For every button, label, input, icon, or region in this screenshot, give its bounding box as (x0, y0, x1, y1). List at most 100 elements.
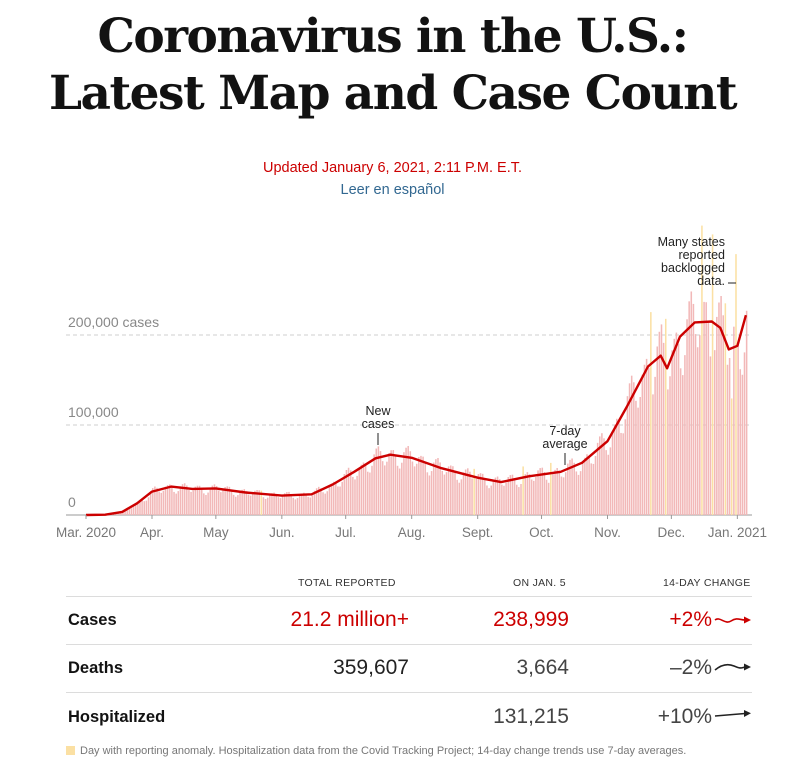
daily-case-bar (603, 438, 605, 515)
daily-case-bar (203, 493, 205, 515)
daily-case-bar (652, 394, 654, 515)
daily-case-bar (164, 486, 167, 515)
daily-case-bar (415, 463, 418, 515)
daily-case-bar (381, 461, 384, 515)
daily-case-bar (422, 456, 424, 515)
daily-case-bar (320, 488, 322, 515)
daily-case-bar (128, 508, 131, 515)
daily-case-bar (230, 489, 233, 515)
daily-case-bar (530, 479, 533, 515)
daily-case-bar (745, 310, 748, 515)
daily-case-bar (481, 473, 484, 515)
daily-case-bar (379, 451, 382, 515)
annotation-label: 7-day (549, 424, 581, 438)
daily-case-bar (605, 450, 607, 515)
daily-case-bar (447, 466, 450, 515)
daily-case-bar (469, 471, 471, 515)
daily-case-bar (471, 478, 473, 515)
page-title: Coronavirus in the U.S.: Latest Map and … (0, 8, 785, 122)
daily-case-bar (269, 494, 271, 515)
daily-case-bar (403, 452, 405, 515)
daily-case-bar (296, 498, 299, 515)
daily-case-bar (405, 447, 407, 515)
daily-case-bar (439, 462, 441, 515)
row-divider (66, 644, 752, 645)
daily-case-bar (266, 497, 269, 515)
daily-case-bar (741, 374, 744, 515)
daily-case-bar (396, 465, 399, 515)
daily-case-bar (356, 475, 358, 515)
daily-case-bar (217, 490, 220, 515)
daily-case-bar (249, 495, 252, 515)
daily-case-bar (207, 492, 209, 515)
daily-case-bar (479, 473, 482, 515)
daily-case-bar (696, 347, 699, 515)
row-divider (66, 596, 752, 597)
daily-case-bar (515, 484, 518, 515)
daily-case-bar (205, 494, 207, 515)
daily-case-bar (699, 335, 701, 515)
daily-case-bar (524, 474, 527, 515)
daily-case-bar (522, 466, 524, 515)
daily-case-bar (309, 497, 312, 515)
daily-case-bar (294, 499, 297, 515)
row-divider (66, 692, 752, 693)
daily-case-bar (192, 490, 194, 515)
daily-case-bar (622, 433, 624, 515)
y-tick-label: 0 (68, 494, 76, 510)
daily-case-bar (237, 495, 239, 515)
annotation-label: data. (697, 274, 725, 288)
daily-case-bar (298, 494, 301, 515)
daily-case-bar (443, 474, 446, 515)
footnote: Day with reporting anomaly. Hospitalizat… (66, 745, 686, 757)
y-tick-label: 200,000 cases (68, 314, 159, 330)
daily-case-bar (175, 493, 177, 515)
daily-case-bar (430, 471, 433, 515)
daily-case-bar (739, 369, 742, 515)
daily-case-bar (132, 506, 135, 515)
daily-case-bar (684, 355, 686, 515)
daily-case-bar (401, 462, 403, 515)
daily-case-bar (349, 470, 352, 515)
daily-case-bar (579, 471, 582, 515)
daily-case-bar (454, 471, 456, 515)
daily-case-bar (271, 493, 273, 515)
daily-case-bar (624, 419, 627, 515)
daily-case-bar (571, 458, 573, 515)
daily-case-bar (462, 472, 465, 515)
daily-case-bar (169, 484, 171, 515)
daily-case-bar (562, 477, 565, 515)
daily-case-bar (137, 502, 139, 515)
daily-case-bar (503, 485, 505, 515)
y-tick-label: 100,000 (68, 404, 119, 420)
daily-case-bar (588, 456, 590, 515)
daily-case-bar (477, 474, 480, 515)
daily-case-bar (669, 376, 671, 515)
daily-case-bar (737, 344, 739, 515)
daily-case-bar (564, 472, 567, 515)
daily-case-bar (341, 481, 343, 515)
daily-case-bar (256, 490, 258, 515)
daily-case-bar (528, 474, 531, 515)
y-axis-labels: 0 100,000 200,000 cases (68, 314, 159, 510)
seven-day-average-line (85, 314, 748, 517)
daily-case-bar (645, 358, 648, 515)
daily-case-bar (650, 312, 652, 515)
daily-case-bar (556, 468, 558, 515)
daily-case-bar (667, 389, 669, 515)
daily-case-bar (194, 486, 197, 515)
daily-case-bar (200, 488, 203, 515)
daily-case-bar (509, 475, 512, 515)
daily-case-bar (360, 464, 363, 515)
annotation-label: reported (678, 248, 725, 262)
cases-chart: 0 100,000 200,000 cases Mar. 2020 Apr. May Ju… (56, 225, 767, 540)
daily-case-bar (490, 485, 492, 515)
daily-case-bar (664, 318, 667, 515)
daily-case-bar (181, 484, 184, 515)
row-label-deaths: Deaths (68, 659, 124, 677)
daily-case-bar (115, 513, 118, 515)
daily-case-bar (460, 479, 463, 515)
daily-case-bar (377, 446, 380, 515)
spanish-link[interactable]: Leer en español (340, 182, 445, 198)
